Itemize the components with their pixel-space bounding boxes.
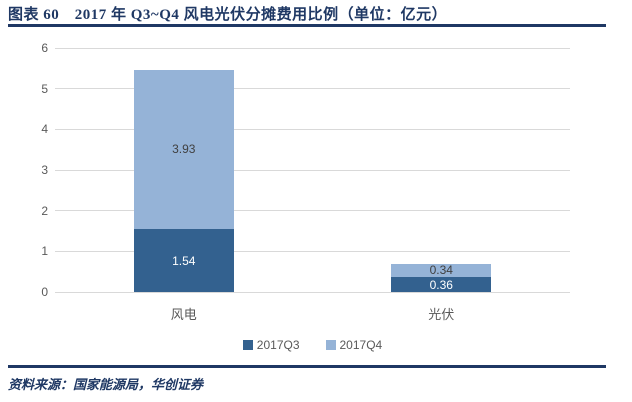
- bar-value-label: 0.36: [429, 277, 453, 292]
- source-note: 资料来源：国家能源局，华创证券: [8, 377, 204, 392]
- bar-segment-2017Q3: 1.54: [133, 229, 234, 292]
- category-label-风电: 风电: [170, 307, 197, 322]
- gridline-y-1: [55, 250, 570, 252]
- bar-segment-2017Q3: 0.36: [391, 277, 492, 292]
- bar-segment-2017Q4: 3.93: [133, 69, 234, 230]
- gridline-y-0: [55, 291, 570, 293]
- bar-value-label: 3.93: [172, 142, 196, 157]
- gridline-y-4: [55, 128, 570, 130]
- plot-area: 1.54 3.93 0.36 0.34: [55, 47, 570, 293]
- y-axis-tick-label: 4: [41, 122, 48, 137]
- y-axis-tick-label: 6: [41, 41, 48, 55]
- gridline-y-5: [55, 88, 570, 90]
- gridline-y-2: [55, 210, 570, 212]
- bar-value-label: 1.54: [172, 253, 196, 268]
- y-axis-tick-label: 1: [41, 244, 48, 259]
- figure-title: 图表 60 2017 年 Q3~Q4 风电光伏分摊费用比例（单位：亿元）: [8, 7, 448, 23]
- y-axis-tick-label: 5: [41, 81, 48, 96]
- bar-segment-2017Q4: 0.34: [391, 263, 492, 278]
- gridline-y-6: [55, 47, 570, 49]
- bar-value-label: 0.34: [429, 263, 453, 278]
- footer-divider-rule: [8, 365, 606, 368]
- bar-风电: 1.54 3.93: [133, 69, 234, 292]
- y-axis-tick-label: 2: [41, 203, 48, 218]
- category-label-光伏: 光伏: [428, 307, 455, 322]
- title-divider-rule: [8, 24, 606, 27]
- chart-legend: 2017Q3 2017Q4: [55, 338, 570, 352]
- legend-label: 2017Q4: [339, 338, 383, 352]
- bar-光伏: 0.36 0.34: [391, 263, 492, 292]
- legend-swatch-icon: [325, 340, 336, 350]
- legend-label: 2017Q3: [256, 338, 300, 352]
- y-axis-tick-label: 3: [41, 163, 48, 177]
- y-axis-tick-label: 0: [41, 285, 48, 299]
- legend-item-2017Q4: 2017Q4: [325, 338, 383, 352]
- legend-item-2017Q3: 2017Q3: [242, 338, 300, 352]
- gridline-y-3: [55, 169, 570, 171]
- legend-swatch-icon: [242, 340, 253, 350]
